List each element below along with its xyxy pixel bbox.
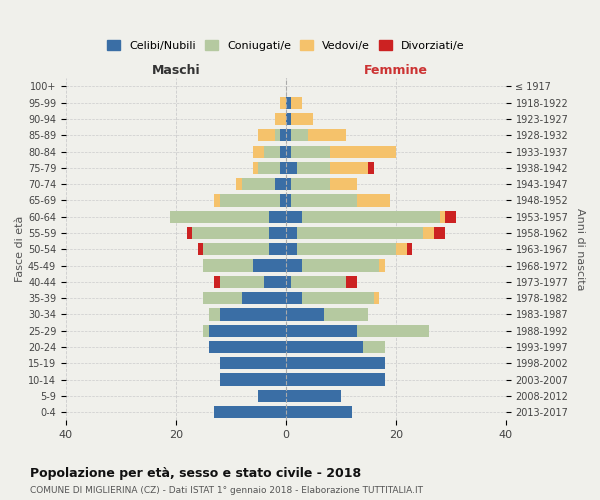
Bar bbox=[259, 162, 280, 174]
Bar bbox=[346, 276, 357, 288]
Bar bbox=[286, 210, 302, 223]
Bar bbox=[220, 276, 264, 288]
Y-axis label: Anni di nascita: Anni di nascita bbox=[575, 208, 585, 290]
Bar bbox=[423, 227, 434, 239]
Bar bbox=[357, 194, 390, 206]
Bar bbox=[440, 210, 445, 223]
Bar bbox=[286, 162, 297, 174]
Bar bbox=[445, 210, 456, 223]
Bar bbox=[170, 210, 269, 223]
Bar bbox=[374, 292, 379, 304]
Text: Maschi: Maschi bbox=[152, 64, 200, 76]
Legend: Celibi/Nubili, Coniugati/e, Vedovi/e, Divorziati/e: Celibi/Nubili, Coniugati/e, Vedovi/e, Di… bbox=[103, 36, 469, 56]
Bar bbox=[220, 374, 286, 386]
Bar bbox=[269, 210, 286, 223]
Bar bbox=[209, 341, 286, 353]
Bar bbox=[308, 129, 346, 141]
Bar bbox=[357, 324, 429, 337]
Bar bbox=[286, 292, 302, 304]
Bar bbox=[286, 113, 292, 125]
Bar bbox=[203, 243, 269, 256]
Text: Popolazione per età, sesso e stato civile - 2018: Popolazione per età, sesso e stato civil… bbox=[30, 468, 361, 480]
Bar bbox=[275, 129, 280, 141]
Bar bbox=[242, 292, 286, 304]
Bar bbox=[187, 227, 193, 239]
Bar bbox=[292, 276, 346, 288]
Bar bbox=[253, 260, 286, 272]
Bar bbox=[297, 162, 330, 174]
Bar bbox=[292, 194, 357, 206]
Bar bbox=[286, 129, 292, 141]
Bar bbox=[330, 146, 396, 158]
Bar bbox=[220, 357, 286, 370]
Bar bbox=[286, 146, 292, 158]
Bar bbox=[286, 243, 297, 256]
Bar bbox=[292, 178, 330, 190]
Bar bbox=[407, 243, 412, 256]
Bar bbox=[253, 162, 259, 174]
Bar bbox=[286, 406, 352, 418]
Bar bbox=[286, 227, 297, 239]
Bar bbox=[330, 162, 368, 174]
Bar bbox=[396, 243, 407, 256]
Bar bbox=[379, 260, 385, 272]
Bar bbox=[280, 162, 286, 174]
Text: Femmine: Femmine bbox=[364, 64, 428, 76]
Bar bbox=[292, 146, 330, 158]
Bar bbox=[292, 113, 313, 125]
Bar bbox=[363, 341, 385, 353]
Bar bbox=[302, 260, 379, 272]
Bar bbox=[275, 113, 286, 125]
Bar bbox=[236, 178, 242, 190]
Bar bbox=[214, 276, 220, 288]
Bar bbox=[280, 194, 286, 206]
Bar bbox=[203, 292, 242, 304]
Bar bbox=[330, 178, 357, 190]
Bar bbox=[286, 276, 292, 288]
Bar bbox=[297, 243, 396, 256]
Bar bbox=[434, 227, 445, 239]
Bar bbox=[286, 178, 292, 190]
Bar bbox=[269, 243, 286, 256]
Bar bbox=[193, 227, 269, 239]
Bar bbox=[286, 194, 292, 206]
Bar bbox=[286, 374, 385, 386]
Bar bbox=[286, 308, 324, 320]
Bar bbox=[297, 227, 423, 239]
Bar bbox=[292, 129, 308, 141]
Bar bbox=[259, 390, 286, 402]
Bar bbox=[280, 129, 286, 141]
Bar bbox=[368, 162, 374, 174]
Text: COMUNE DI MIGLIERINA (CZ) - Dati ISTAT 1° gennaio 2018 - Elaborazione TUTTITALIA: COMUNE DI MIGLIERINA (CZ) - Dati ISTAT 1… bbox=[30, 486, 423, 495]
Y-axis label: Fasce di età: Fasce di età bbox=[15, 216, 25, 282]
Bar bbox=[220, 194, 280, 206]
Bar bbox=[280, 146, 286, 158]
Bar bbox=[275, 178, 286, 190]
Bar bbox=[203, 324, 209, 337]
Bar bbox=[286, 341, 363, 353]
Bar bbox=[253, 146, 264, 158]
Bar bbox=[242, 178, 275, 190]
Bar bbox=[264, 276, 286, 288]
Bar bbox=[198, 243, 203, 256]
Bar bbox=[292, 96, 302, 109]
Bar bbox=[286, 357, 385, 370]
Bar bbox=[209, 324, 286, 337]
Bar bbox=[302, 210, 440, 223]
Bar bbox=[286, 390, 341, 402]
Bar bbox=[264, 146, 280, 158]
Bar bbox=[209, 308, 220, 320]
Bar bbox=[220, 308, 286, 320]
Bar bbox=[269, 227, 286, 239]
Bar bbox=[203, 260, 253, 272]
Bar bbox=[214, 194, 220, 206]
Bar bbox=[280, 96, 286, 109]
Bar bbox=[302, 292, 374, 304]
Bar bbox=[324, 308, 368, 320]
Bar bbox=[214, 406, 286, 418]
Bar bbox=[286, 96, 292, 109]
Bar bbox=[286, 260, 302, 272]
Bar bbox=[259, 129, 275, 141]
Bar bbox=[286, 324, 357, 337]
